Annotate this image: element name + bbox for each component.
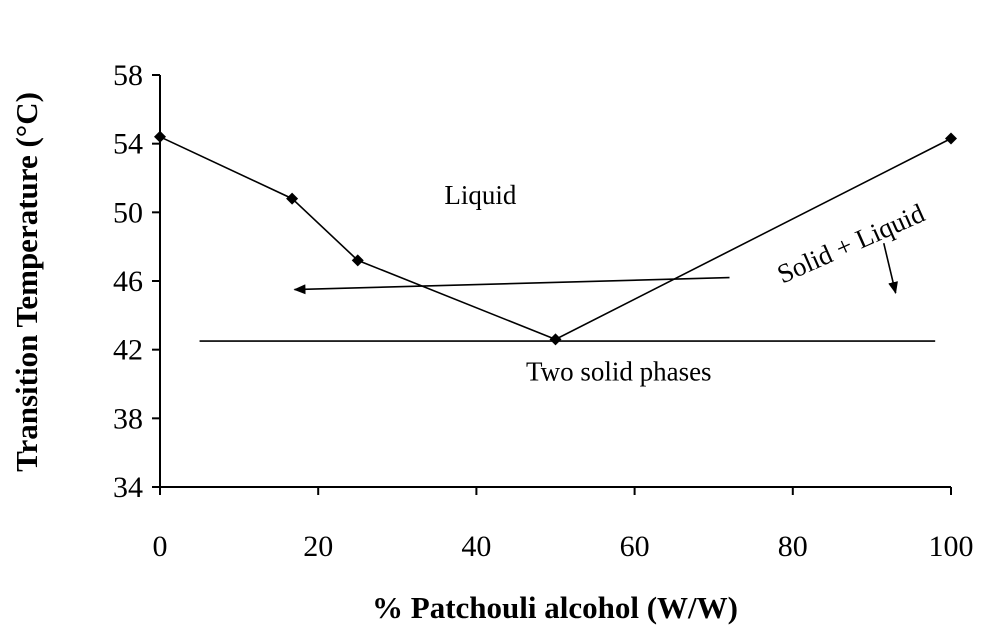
data-point xyxy=(286,192,299,205)
annotation-arrows xyxy=(293,243,898,295)
y-tick-label: 46 xyxy=(113,265,143,298)
x-tick-label: 0 xyxy=(153,530,168,563)
x-tick-label: 80 xyxy=(778,530,808,563)
annotation-arrow xyxy=(882,243,898,294)
y-ticks: 34 38 42 46 50 54 58 xyxy=(113,59,160,504)
x-tick-label: 20 xyxy=(303,530,333,563)
y-tick-label: 34 xyxy=(113,471,143,504)
data-point xyxy=(351,254,364,267)
x-tick-label: 60 xyxy=(620,530,650,563)
data-point xyxy=(945,132,957,145)
region-label: Liquid xyxy=(444,180,516,210)
y-axis-title: Transition Temperature (°C) xyxy=(9,92,44,472)
region-label: Solid + Liquid xyxy=(773,198,930,290)
region-label: Two solid phases xyxy=(526,357,712,387)
x-axis-title: % Patchouli alcohol (W/W) xyxy=(372,590,738,625)
y-tick-label: 38 xyxy=(113,402,143,435)
data-point xyxy=(549,333,562,346)
y-tick-label: 54 xyxy=(113,128,143,161)
data-markers xyxy=(154,130,957,346)
annotation-arrow xyxy=(293,276,730,295)
axes xyxy=(159,75,951,488)
x-tick-label: 40 xyxy=(461,530,491,563)
x-tick-label: 100 xyxy=(929,530,974,563)
y-tick-label: 58 xyxy=(113,59,143,92)
data-point xyxy=(154,130,166,143)
y-tick-label: 42 xyxy=(113,334,143,367)
y-tick-label: 50 xyxy=(113,196,143,229)
x-ticks: 0 20 40 60 80 100 xyxy=(153,487,974,563)
